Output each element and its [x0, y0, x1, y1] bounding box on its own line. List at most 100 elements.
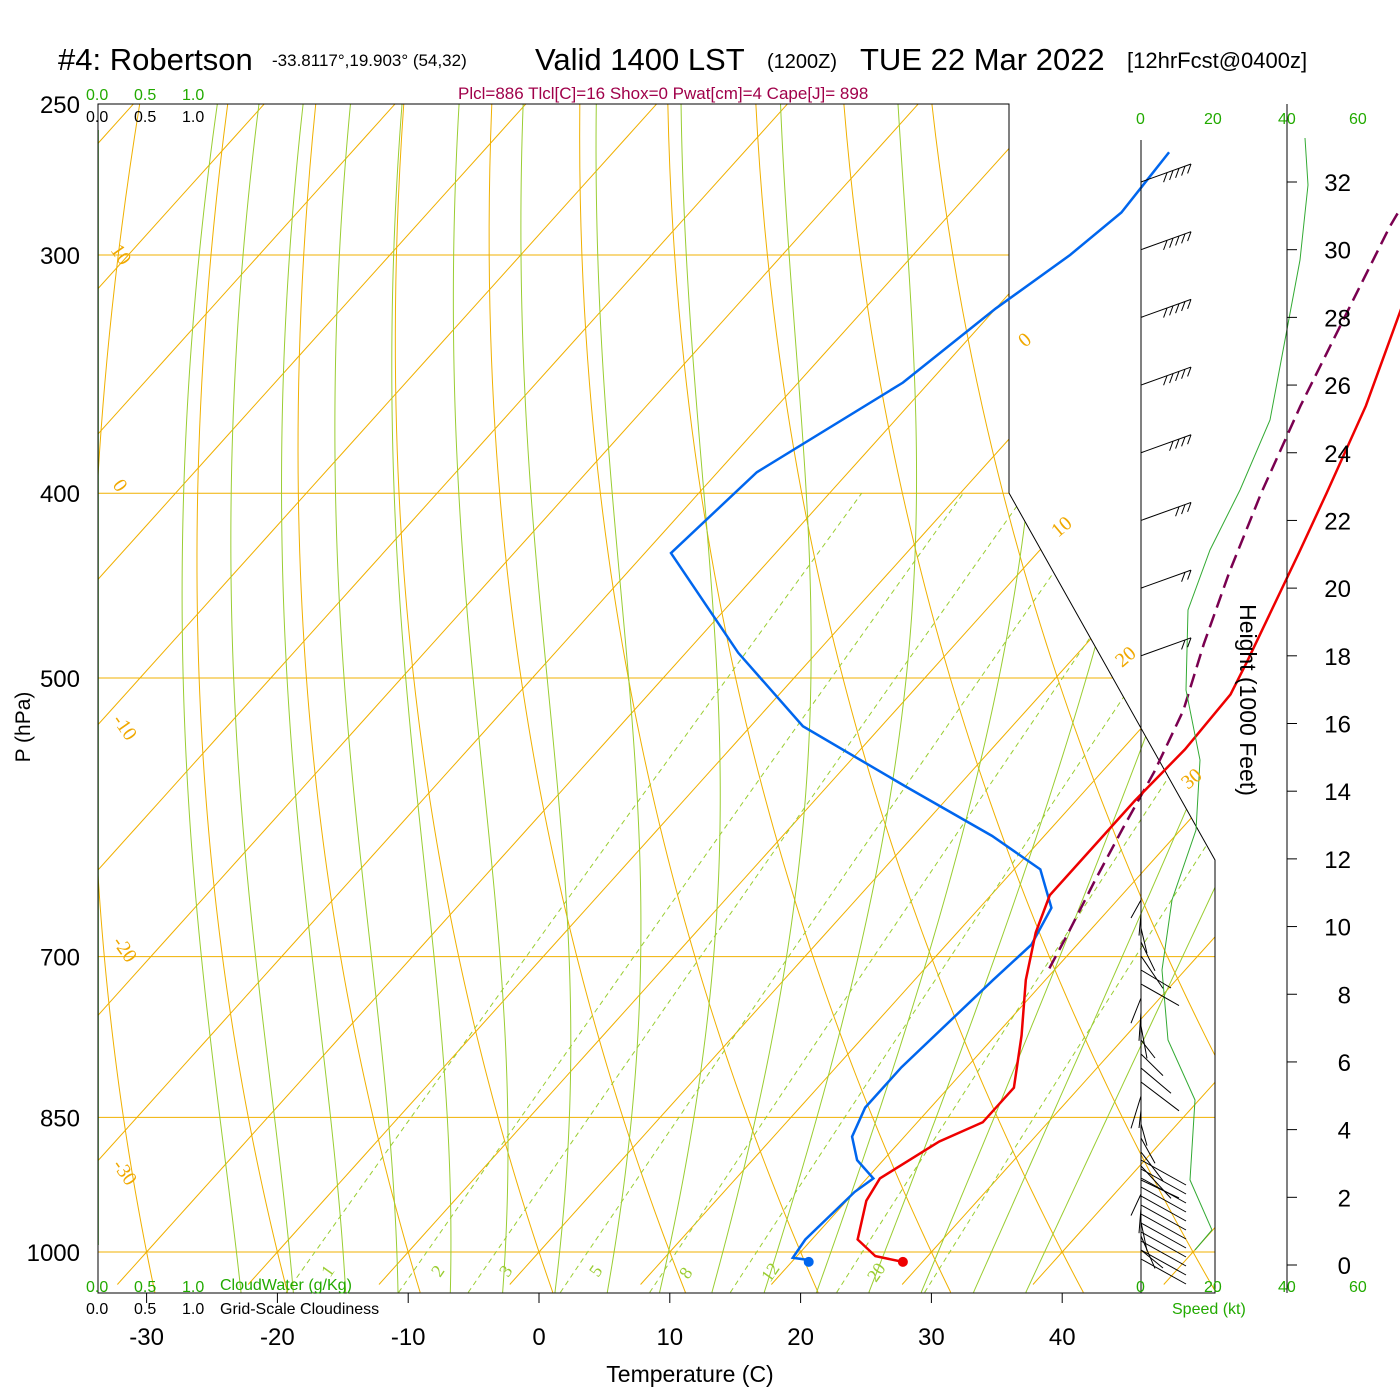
- mixing-ratio-line: [649, 492, 1190, 1293]
- mixing-ratio-line: [285, 492, 863, 1293]
- scale-top-black-2: 1.0: [182, 109, 204, 126]
- moist-adiabat: [973, 104, 1215, 1293]
- y-tick-label: 500: [40, 666, 80, 693]
- wind-barb-low: [1140, 1025, 1148, 1059]
- scale-top-green-2: 1.0: [182, 87, 204, 104]
- mixing-ratio-label: 20: [863, 1259, 890, 1285]
- wind-barb: [1140, 569, 1192, 589]
- surface-dewpoint-dot: [803, 1256, 814, 1267]
- moist-adiabat-label: 20: [1111, 642, 1140, 672]
- wind-barb: [1140, 298, 1192, 318]
- dry-adiabat-label: -20: [108, 932, 141, 966]
- wind-barb-sfc: [1140, 1159, 1187, 1186]
- title-valid: Valid 1400 LST: [535, 42, 745, 77]
- title-zulu: (1200Z): [767, 51, 837, 73]
- isotherm: [1163, 104, 1215, 1285]
- wind-barb: [1140, 163, 1192, 183]
- x-tick-label: 30: [918, 1324, 945, 1351]
- dry-adiabat: [488, 104, 686, 1293]
- moist-adiabat-label: 0: [1014, 329, 1036, 352]
- wind-barb-low: [1140, 1039, 1156, 1059]
- height-tick-label: 26: [1324, 373, 1351, 400]
- moist-adiabat: [334, 104, 399, 1293]
- isotherm: [509, 104, 1215, 1285]
- title-coords: -33.8117°,19.903° (54,32): [272, 51, 467, 70]
- dewpoint-trace: [669, 151, 1171, 1262]
- height-tick-label: 24: [1324, 441, 1351, 468]
- dry-adiabat: [297, 104, 421, 1293]
- mixing-ratio-line: [729, 492, 1215, 1293]
- mixing-ratio-line: [559, 492, 1110, 1293]
- wind-barb-low: [1140, 1081, 1180, 1112]
- height-tick-label: 14: [1324, 779, 1351, 806]
- isotherm: [247, 104, 1215, 1285]
- height-tick-label: 20: [1324, 576, 1351, 603]
- mixing-ratio-line: [398, 492, 964, 1293]
- cloudiness-label: Grid-Scale Cloudiness: [220, 1301, 379, 1318]
- height-tick-label: 18: [1324, 644, 1351, 671]
- x-tick-label: -30: [129, 1324, 164, 1351]
- dry-adiabat: [1355, 35, 1400, 1292]
- wind-barb-low: [1140, 955, 1164, 989]
- moist-adiabat-label: 30: [1177, 764, 1206, 794]
- wind-barb: [1140, 434, 1192, 454]
- mixing-ratio-line: [924, 492, 1215, 1293]
- wind-barb: [1140, 501, 1192, 521]
- wind-barb-low: [1130, 899, 1142, 919]
- wind-barb: [1140, 637, 1192, 657]
- dry-adiabat: [666, 104, 952, 1293]
- scale-bot-green-1: 0.5: [134, 1279, 156, 1296]
- wind-barb-low: [1130, 1095, 1142, 1129]
- wind-barb-sfc: [1140, 1168, 1187, 1195]
- speed-top-20: 20: [1204, 111, 1222, 128]
- dry-adiabat: [196, 104, 289, 1293]
- scale-bot-black-2: 1.0: [182, 1301, 204, 1318]
- y-axis-title: P (hPa): [12, 692, 35, 763]
- title-forecast: [12hrFcst@0400z]: [1127, 48, 1307, 73]
- moist-adiabat: [1025, 104, 1215, 1293]
- scale-top-green-1: 0.5: [134, 87, 156, 104]
- mixing-ratio-line: [836, 492, 1215, 1293]
- speed-top-0: 0: [1136, 111, 1145, 128]
- wind-barb-low: [1138, 1109, 1142, 1129]
- plot-frame: [97, 103, 1216, 1294]
- wind-barb-sfc: [1140, 1186, 1187, 1213]
- wind-barb-low: [1140, 1221, 1148, 1251]
- height-tick-label: 8: [1338, 982, 1351, 1009]
- wind-barb-sfc: [1140, 1177, 1187, 1204]
- indices-line: Plcl=886 Tlcl[C]=16 Shox=0 Pwat[cm]=4 Ca…: [458, 84, 868, 103]
- mixing-ratio-label: 8: [675, 1263, 697, 1282]
- x-tick-label: -10: [391, 1324, 426, 1351]
- mixing-ratio-line: [467, 492, 1027, 1293]
- wind-barb-low: [1140, 969, 1172, 989]
- mixing-ratio-label: 3: [495, 1261, 517, 1280]
- wind-barb-sfc: [1140, 1249, 1187, 1276]
- moist-adiabat: [595, 104, 642, 1293]
- isotherm: [98, 104, 819, 1285]
- moist-adiabat: [659, 104, 721, 1293]
- wind-barb-low: [1130, 1193, 1142, 1216]
- dry-adiabat: [838, 104, 1215, 1293]
- height-tick-label: 12: [1324, 847, 1351, 874]
- height-tick-label: 6: [1338, 1050, 1351, 1077]
- mixing-ratio-label: 2: [427, 1261, 449, 1280]
- x-tick-label: -20: [260, 1324, 295, 1351]
- height-tick-label: 10: [1324, 915, 1351, 942]
- mixing-ratio-label: 12: [757, 1259, 784, 1285]
- x-tick-label: 0: [532, 1324, 545, 1351]
- temperature-trace: [856, 308, 1400, 1264]
- wind-barb-low: [1130, 997, 1142, 1024]
- cloudwater-label: CloudWater (g/Kg): [220, 1277, 352, 1294]
- scale-bot-green-2: 1.0: [182, 1279, 204, 1296]
- moist-adiabat: [391, 104, 452, 1293]
- wind-barb: [1140, 231, 1192, 251]
- scale-top-black-0: 0.0: [86, 109, 108, 126]
- height-tick-label: 22: [1324, 508, 1351, 535]
- height-tick-label: 28: [1324, 305, 1351, 332]
- wind-barb-sfc: [1140, 1258, 1187, 1285]
- wind-barb-low: [1140, 1137, 1156, 1164]
- x-axis-title: Temperature (C): [606, 1361, 773, 1387]
- wind-barb-low: [1140, 941, 1156, 972]
- moist-adiabat: [920, 104, 1215, 1293]
- isotherm: [1032, 104, 1215, 1285]
